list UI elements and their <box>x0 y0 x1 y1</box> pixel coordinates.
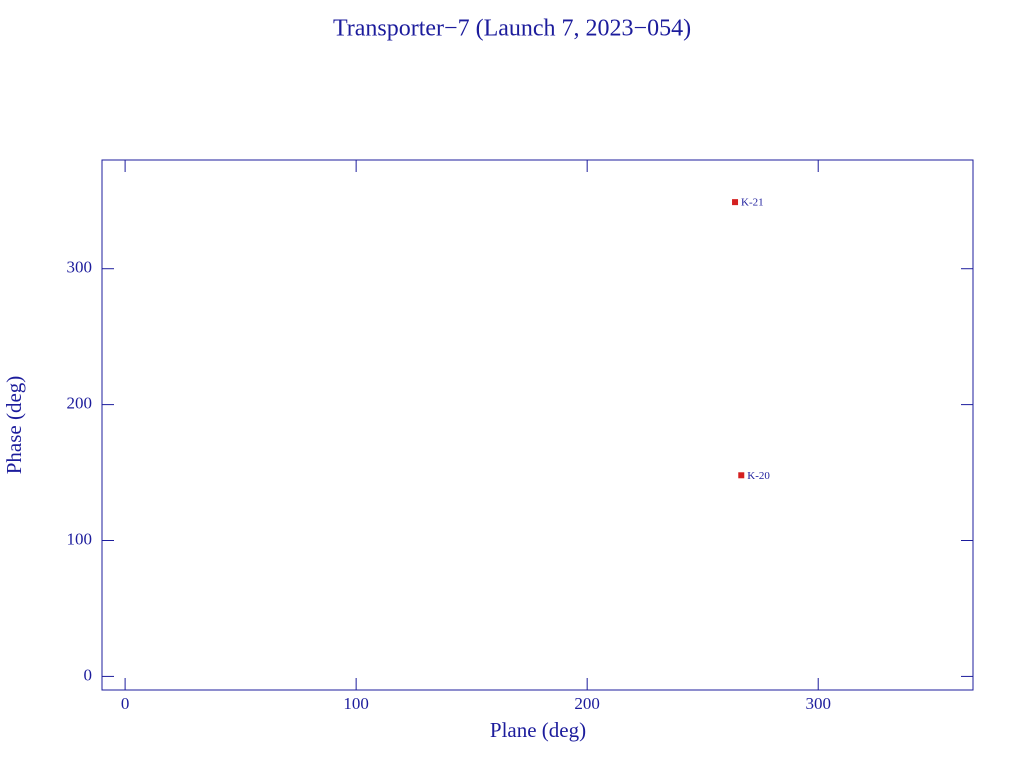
y-axis-label: Phase (deg) <box>2 376 26 475</box>
plot-frame <box>101 159 974 691</box>
point <box>738 472 745 479</box>
x-axis-label: Plane (deg) <box>490 718 586 742</box>
x-tick-label: 200 <box>574 694 600 713</box>
x-tick-label: 0 <box>121 694 130 713</box>
x-tick-label: 100 <box>343 694 369 713</box>
chart-title: Transporter−7 (Launch 7, 2023−054) <box>333 16 691 42</box>
point <box>732 199 739 206</box>
y-tick-label: 200 <box>67 394 93 413</box>
y-tick-label: 0 <box>84 665 93 684</box>
point-label: K-20 <box>747 470 770 482</box>
point-label: K-21 <box>741 197 764 209</box>
y-tick-label: 300 <box>67 258 93 277</box>
y-tick-label: 100 <box>67 529 93 548</box>
x-tick-label: 300 <box>805 694 831 713</box>
